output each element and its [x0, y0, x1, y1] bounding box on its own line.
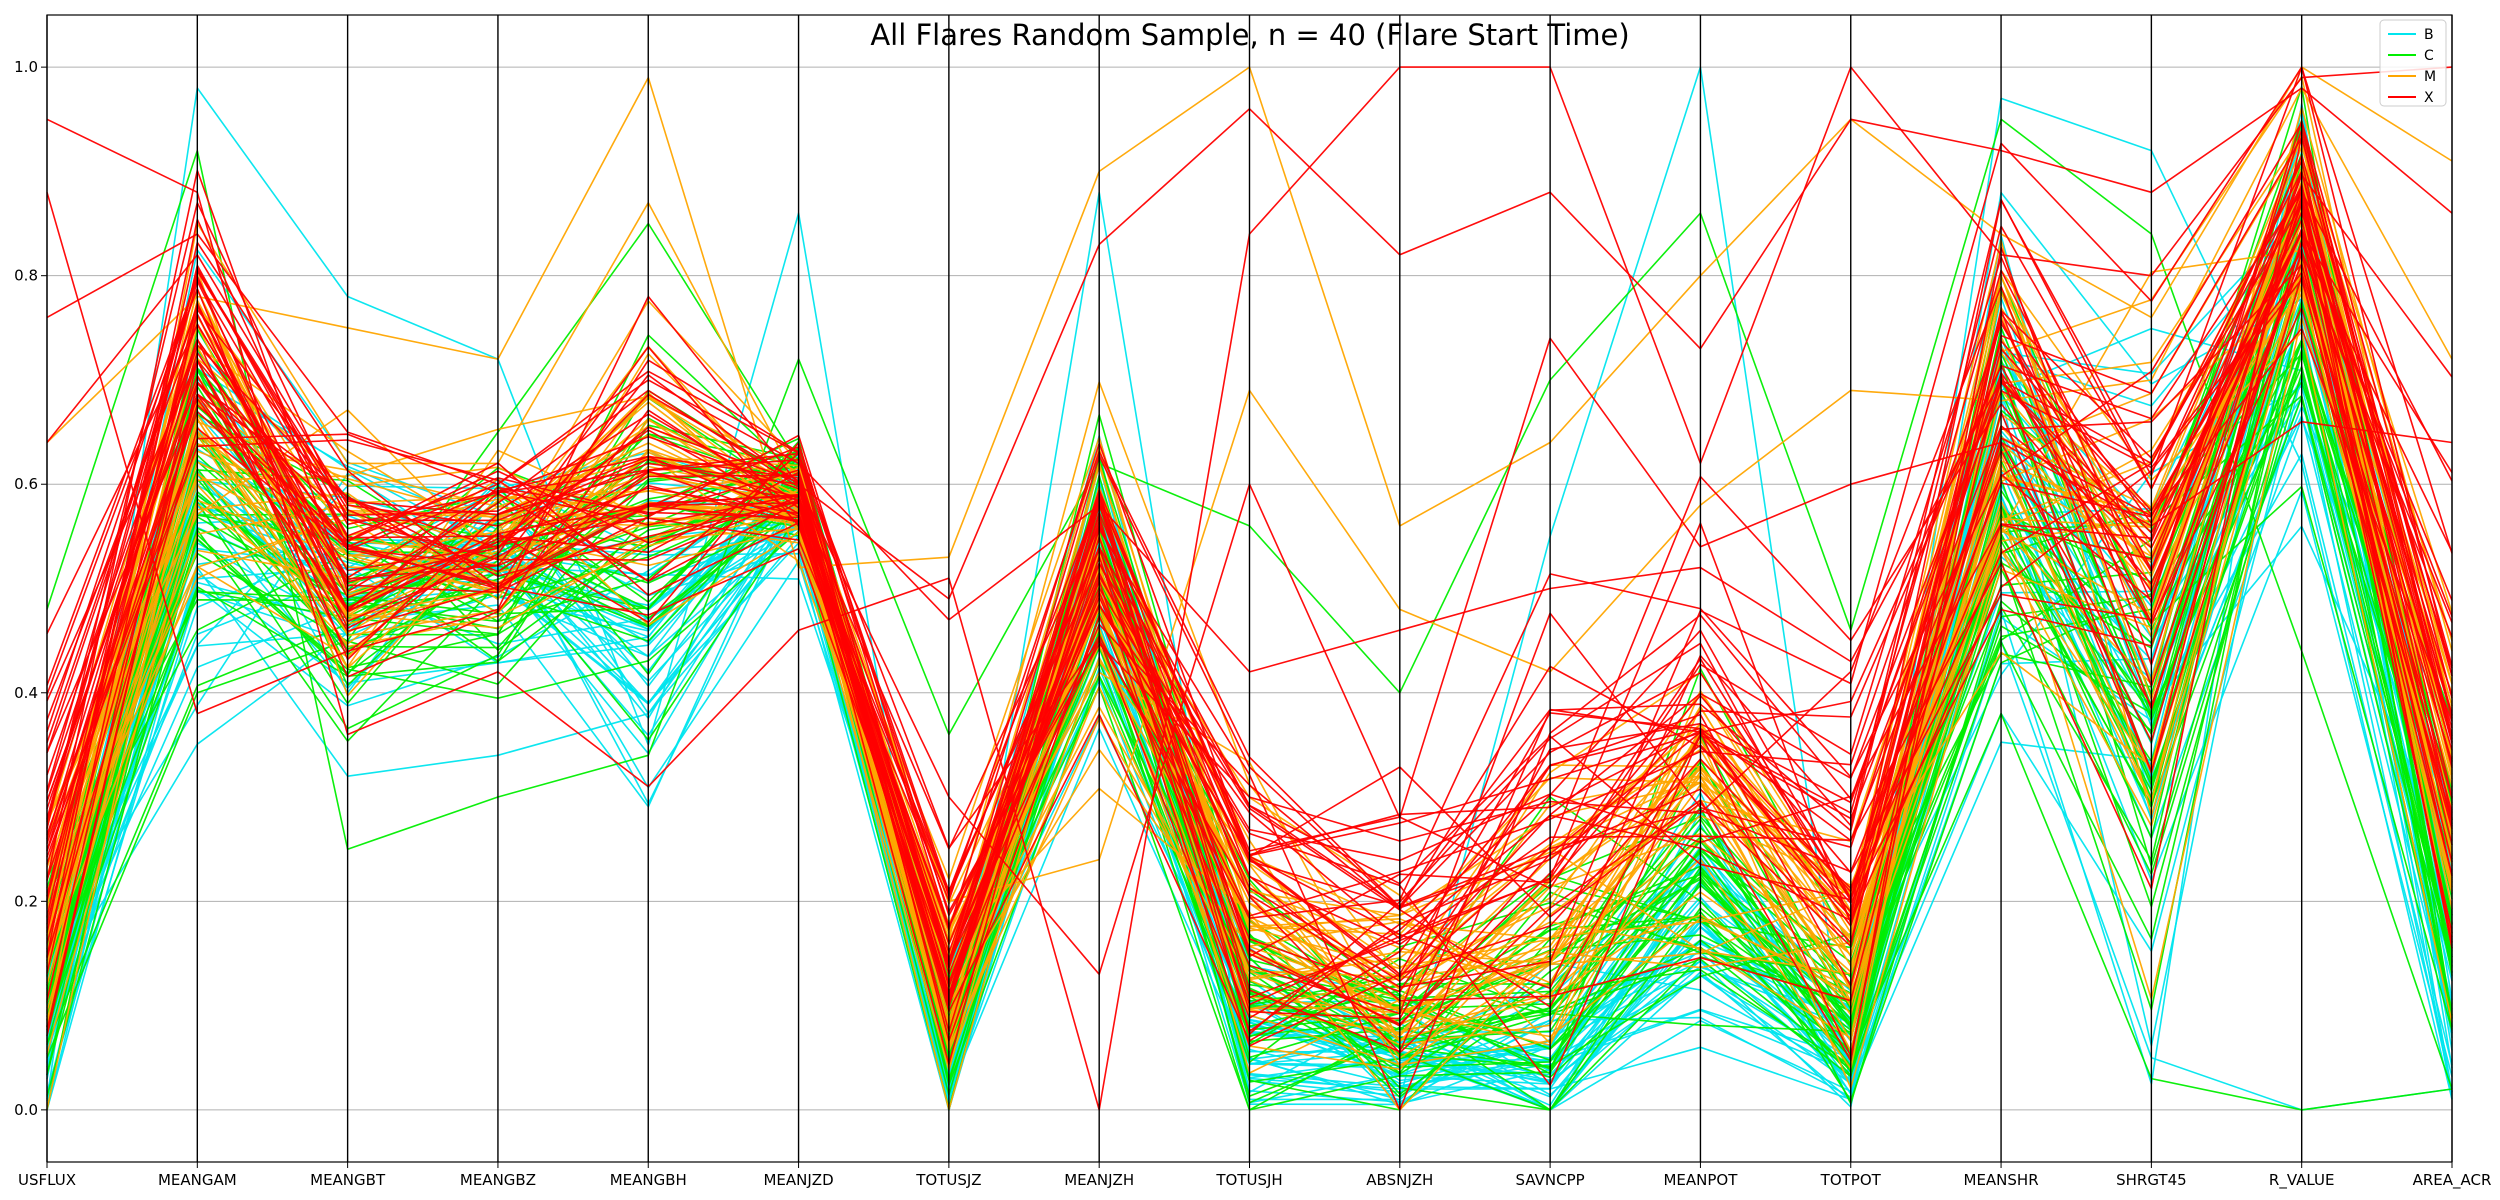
axis-label-totpot: TOTPOT	[1820, 1171, 1882, 1189]
axis-label-area_acr: AREA_ACR	[2413, 1171, 2492, 1190]
axis-label-meangbh: MEANGBH	[610, 1171, 687, 1189]
axis-label-totusjz: TOTUSJZ	[915, 1171, 981, 1189]
legend-box	[2379, 19, 2447, 107]
axis-label-shrgt45: SHRGT45	[2116, 1171, 2187, 1189]
axis-label-meangam: MEANGAM	[158, 1171, 237, 1189]
axis-label-r_value: R_VALUE	[2269, 1171, 2335, 1190]
axis-label-meangbz: MEANGBZ	[460, 1171, 536, 1189]
y-tick-label: 0.2	[14, 892, 38, 910]
axis-label-savncpp: SAVNCPP	[1516, 1171, 1585, 1189]
labels-layer: 0.0 0.2 0.4 0.6 0.8 1.0 USFLUX MEANGAM MEANGBT ME…	[14, 58, 2491, 1190]
y-tick-label: 0.4	[14, 684, 38, 702]
y-tick-label: 0.0	[14, 1101, 38, 1119]
legend-label-x: X	[2424, 90, 2434, 106]
axes-layer	[41, 14, 2453, 1168]
axis-label-meanjzh: MEANJZH	[1064, 1171, 1134, 1189]
axis-label-totusjh: TOTUSJH	[1215, 1171, 1282, 1189]
y-tick-label: 0.6	[14, 475, 38, 493]
y-tick-label: 0.8	[14, 267, 38, 285]
axis-label-meanpot: MEANPOT	[1663, 1171, 1738, 1189]
axis-label-meangbt: MEANGBT	[310, 1171, 386, 1189]
axis-label-absnjzh: ABSNJZH	[1366, 1171, 1433, 1189]
y-tick-label: 1.0	[14, 58, 38, 76]
legend-label-b: B	[2424, 27, 2434, 43]
chart-title: All Flares Random Sample, n = 40 (Flare …	[870, 18, 1629, 52]
axis-label-usflux: USFLUX	[18, 1171, 76, 1189]
legend-label-m: M	[2424, 69, 2436, 85]
axis-label-meanjzd: MEANJZD	[763, 1171, 833, 1189]
plot-frame	[46, 14, 2453, 1163]
legend-label-c: C	[2424, 48, 2434, 64]
axis-label-meanshr: MEANSHR	[1964, 1171, 2039, 1189]
